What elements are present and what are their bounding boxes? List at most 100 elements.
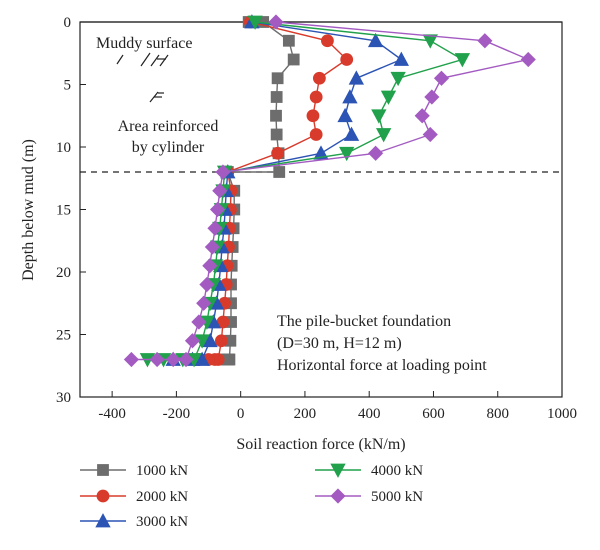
info-annotation-line2: (D=30 m, H=12 m) [277,335,402,352]
legend-marker [96,489,110,503]
series-5000-kn [123,14,536,368]
data-point [194,351,210,366]
series-line [131,21,531,361]
legend-marker [330,463,346,478]
data-point [165,351,181,368]
legend-item: 3000 kN [80,513,188,530]
data-point [422,34,438,49]
data-point [202,332,218,348]
data-point [215,164,231,180]
data-point [199,276,215,293]
y-tick-label: 15 [56,203,71,219]
legend-item: 2000 kN [80,489,188,505]
legend-label: 1000 kN [136,463,188,479]
data-point [191,314,207,330]
reinforced-annotation-line1: Area reinforced [118,118,219,135]
data-point [348,70,365,85]
data-point [271,146,285,160]
data-point [270,91,283,103]
y-tick-label: 0 [64,15,72,31]
data-point [477,33,493,49]
x-tick-label: 1000 [547,406,577,422]
data-point [520,51,536,68]
data-point [371,109,387,124]
data-point [149,351,165,368]
series-2000-kn [192,15,354,366]
x-tick-label: 800 [486,406,509,422]
data-point [367,32,384,48]
x-tick-label: 200 [294,406,317,422]
data-point [184,333,201,349]
data-point [214,334,228,348]
data-point [337,107,353,123]
legend-label: 4000 kN [371,463,423,479]
y-tick-label: 30 [56,390,71,406]
data-point [268,14,284,30]
legend-label: 5000 kN [371,489,423,505]
info-annotation-line1: The pile-bucket foundation [277,313,451,330]
data-point [273,166,286,178]
data-point [433,70,450,86]
data-point [343,126,360,141]
data-point [209,201,226,218]
legend-marker [95,513,111,528]
data-point [321,34,334,48]
legend-marker [97,464,109,476]
legend-item: 1000 kN [80,463,188,479]
data-point [340,53,354,66]
data-point [414,108,430,124]
data-point [422,126,438,143]
legend-label: 3000 kN [136,514,188,530]
data-point [196,295,212,311]
data-point [306,109,320,123]
soil-hatch-marks [116,52,169,103]
data-point [309,128,323,141]
data-point [247,15,263,30]
y-axis-title: Depth below mud (m) [20,139,37,281]
data-point [207,220,223,236]
data-point [123,351,139,368]
data-point [339,146,355,162]
data-point [270,109,282,122]
x-tick-label: -200 [163,406,191,422]
data-point [309,90,323,104]
data-point [287,53,300,66]
series-line [147,21,465,361]
y-tick-label: 20 [56,265,71,281]
data-point [368,145,384,161]
data-point [312,71,326,85]
data-point [204,239,220,255]
series-line [198,21,348,361]
data-point [270,128,283,141]
data-point [271,72,284,85]
legend-marker [330,488,346,504]
data-point [178,351,194,368]
reinforced-annotation-line2: by cylinder [132,139,205,156]
data-point [202,258,218,274]
data-point [393,51,410,66]
data-point [454,53,471,68]
x-tick-label: -400 [98,406,126,422]
data-point [342,89,358,104]
legend: 1000 kN 2000 kN 3000 kN 4000 kN 5000 kN [80,463,423,530]
info-annotation-line3: Horizontal force at loading point [277,357,487,374]
data-point [380,90,397,105]
data-point [282,34,295,47]
mud-surface-annotation: Muddy surface [96,35,192,52]
y-tick-label: 25 [56,328,71,344]
x-tick-label: 600 [422,406,445,422]
data-point [212,183,228,199]
legend-label: 2000 kN [136,489,188,505]
x-tick-label: 400 [358,406,381,422]
data-point [375,128,392,143]
x-axis-title: Soil reaction force (kN/m) [236,436,405,453]
legend-item: 5000 kN [315,488,423,505]
data-point [390,71,406,87]
data-point [424,89,440,105]
series-line [173,21,403,361]
y-tick-label: 5 [64,78,72,94]
x-tick-label: 0 [237,406,245,422]
y-tick-label: 10 [56,140,71,156]
legend-item: 4000 kN [315,463,423,479]
